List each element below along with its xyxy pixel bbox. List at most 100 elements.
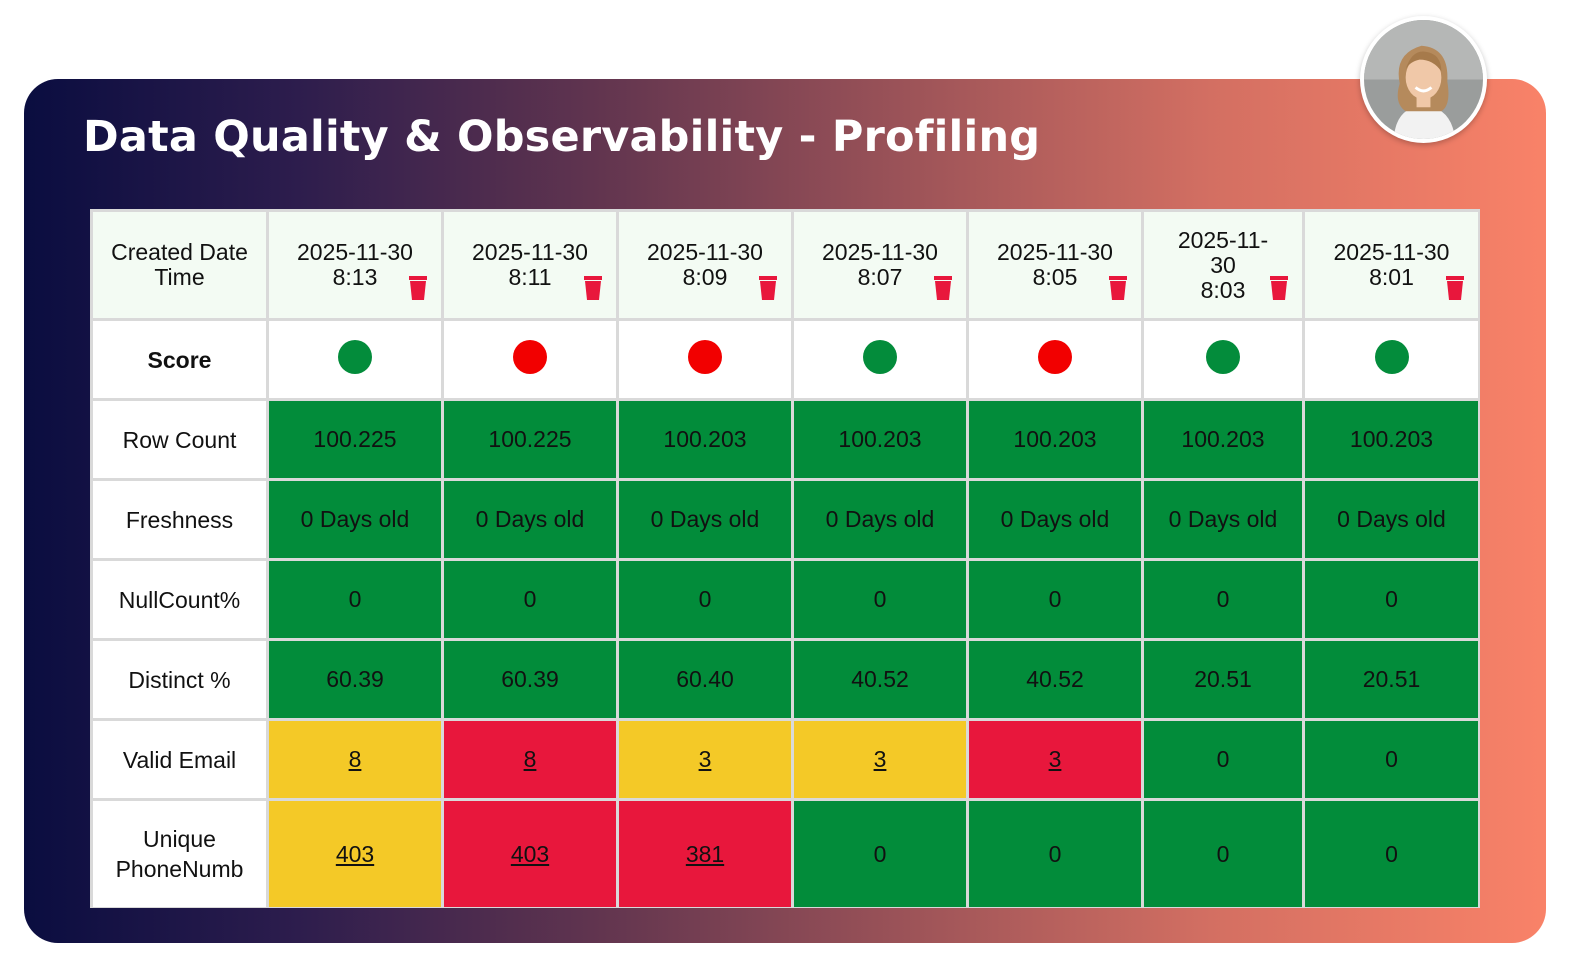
created-date-time-label: Created Date Time <box>111 239 248 290</box>
metric-cell: 0 <box>1144 801 1302 907</box>
header-date-cell: 2025-11-30 8:07 <box>794 212 966 318</box>
metric-value: 0 Days old <box>475 506 585 532</box>
score-cell <box>444 321 616 398</box>
metric-value: 0 <box>1048 840 1062 867</box>
metric-value: 20.51 <box>1362 666 1421 692</box>
metric-cell: 3 <box>794 721 966 798</box>
score-status-dot <box>863 339 897 374</box>
metric-cell: 20.51 <box>1144 641 1302 718</box>
metric-value: 100.203 <box>1349 426 1434 452</box>
metric-value-link[interactable]: 3 <box>873 746 887 772</box>
score-status-dot <box>1206 339 1240 374</box>
score-status-dot <box>688 339 722 374</box>
metric-cell: 0 <box>969 801 1141 907</box>
metric-cell: 403 <box>269 801 441 907</box>
header-date: 2025-11-30 8:13 <box>297 239 413 290</box>
avatar-photo <box>1364 20 1483 139</box>
metric-cell: 0 <box>794 801 966 907</box>
header-date-cell: 2025-11-30 8:01 <box>1305 212 1478 318</box>
metric-value: 0 Days old <box>1337 506 1446 532</box>
trash-icon[interactable] <box>1109 276 1127 300</box>
metric-value: 100.225 <box>488 426 572 452</box>
metric-value-link[interactable]: 381 <box>685 840 725 867</box>
metric-row: Freshness 0 Days old 0 Days old 0 Days old… <box>93 481 1478 558</box>
metric-value: 0 <box>523 586 537 612</box>
metric-cell: 60.39 <box>444 641 616 718</box>
score-cell <box>619 321 791 398</box>
metric-cell: 381 <box>619 801 791 907</box>
metric-value: 0 Days old <box>1168 506 1278 532</box>
metric-value-link[interactable]: 3 <box>698 746 712 772</box>
score-cell <box>269 321 441 398</box>
user-avatar[interactable] <box>1360 16 1487 143</box>
metric-value: 40.52 <box>851 666 909 692</box>
header-date-cell: 2025-11-30 8:05 <box>969 212 1141 318</box>
trash-icon[interactable] <box>409 276 427 300</box>
metric-row: Unique PhoneNumb 403 403 381 0 0 0 0 <box>93 801 1478 907</box>
metric-value: 100.203 <box>1181 426 1265 452</box>
metric-value: 0 <box>1385 746 1398 772</box>
metric-cell: 0 <box>444 561 616 638</box>
metric-cell: 100.203 <box>1305 401 1478 478</box>
metric-cell: 60.39 <box>269 641 441 718</box>
metric-value: 0 Days old <box>300 506 410 532</box>
score-cell <box>969 321 1141 398</box>
metric-cell: 60.40 <box>619 641 791 718</box>
metric-cell: 0 <box>1305 561 1478 638</box>
metric-label: Distinct % <box>93 641 266 718</box>
metric-row: Row Count 100.225 100.225 100.203 100.203 10… <box>93 401 1478 478</box>
metric-cell: 0 <box>1305 801 1478 907</box>
metric-value-link[interactable]: 403 <box>510 840 550 867</box>
metric-cell: 0 Days old <box>1305 481 1478 558</box>
header-date: 2025-11-30 8:03 <box>1177 226 1269 303</box>
score-status-dot <box>513 339 547 374</box>
trash-icon[interactable] <box>934 276 952 300</box>
metric-value: 0 <box>1385 840 1398 867</box>
metric-value-link[interactable]: 403 <box>335 840 375 867</box>
header-date-cell: 2025-11-30 8:09 <box>619 212 791 318</box>
header-date: 2025-11-30 8:07 <box>822 239 938 290</box>
header-date: 2025-11-30 8:05 <box>997 239 1113 290</box>
metric-value: 0 Days old <box>825 506 935 532</box>
metric-cell: 100.225 <box>444 401 616 478</box>
metric-value: 0 <box>348 586 362 612</box>
metric-value-link[interactable]: 8 <box>348 746 362 772</box>
metric-cell: 3 <box>619 721 791 798</box>
metric-value: 0 <box>1216 840 1230 867</box>
metric-value: 0 <box>873 586 887 612</box>
metric-cell: 100.203 <box>969 401 1141 478</box>
metric-value: 0 <box>873 840 887 867</box>
metric-value: 0 <box>1048 586 1062 612</box>
metric-cell: 100.203 <box>619 401 791 478</box>
metric-cell: 0 Days old <box>794 481 966 558</box>
trash-icon[interactable] <box>1446 276 1464 300</box>
metric-cell: 0 <box>969 561 1141 638</box>
metric-value: 0 Days old <box>650 506 760 532</box>
metric-cell: 0 <box>1144 561 1302 638</box>
metric-value: 0 <box>1216 586 1230 612</box>
trash-icon[interactable] <box>584 276 602 300</box>
header-label-cell: Created Date Time <box>93 212 266 318</box>
metric-cell: 0 Days old <box>1144 481 1302 558</box>
header-date-cell: 2025-11-30 8:11 <box>444 212 616 318</box>
metric-label: Freshness <box>93 481 266 558</box>
score-cell <box>1305 321 1478 398</box>
metric-value: 100.203 <box>1013 426 1097 452</box>
metric-value: 0 Days old <box>1000 506 1110 532</box>
score-status-dot <box>1374 339 1409 374</box>
metric-label: Valid Email <box>93 721 266 798</box>
score-row: Score <box>93 321 1478 398</box>
trash-icon[interactable] <box>1270 276 1288 300</box>
metric-cell: 0 <box>269 561 441 638</box>
metric-value: 60.39 <box>501 666 559 692</box>
metric-value: 60.39 <box>326 666 384 692</box>
metric-cell: 3 <box>969 721 1141 798</box>
metric-cell: 0 <box>619 561 791 638</box>
metric-cell: 0 Days old <box>444 481 616 558</box>
trash-icon[interactable] <box>759 276 777 300</box>
metric-value: 100.203 <box>663 426 747 452</box>
metric-cell: 100.203 <box>794 401 966 478</box>
metric-value-link[interactable]: 3 <box>1048 746 1062 772</box>
metric-value-link[interactable]: 8 <box>523 746 537 772</box>
header-date-cell: 2025-11-30 8:13 <box>269 212 441 318</box>
